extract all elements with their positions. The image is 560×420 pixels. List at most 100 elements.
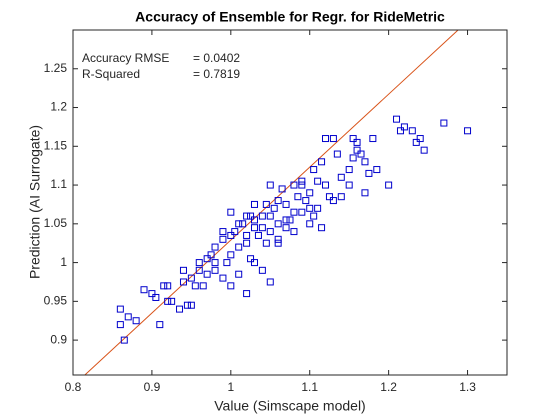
x-tick-label: 0.9 — [144, 380, 161, 394]
point — [322, 135, 330, 143]
point — [258, 224, 266, 232]
point — [412, 138, 420, 146]
point — [408, 127, 416, 135]
point — [353, 146, 361, 154]
point — [298, 181, 306, 189]
point — [361, 158, 369, 166]
point — [262, 239, 270, 247]
point — [191, 282, 199, 290]
point — [361, 189, 369, 197]
point — [282, 224, 290, 232]
point — [164, 297, 172, 305]
point — [318, 224, 326, 232]
point — [183, 301, 191, 309]
point — [219, 235, 227, 243]
y-tick-label: 1.15 — [44, 138, 68, 152]
point — [156, 321, 164, 329]
point — [302, 197, 310, 205]
point — [132, 317, 140, 325]
point — [203, 255, 211, 263]
point — [176, 305, 184, 313]
point — [337, 193, 345, 201]
point — [290, 228, 298, 236]
point — [254, 231, 262, 239]
point — [314, 204, 322, 212]
point — [274, 197, 282, 205]
point — [385, 181, 393, 189]
point — [262, 200, 270, 208]
point — [148, 290, 156, 298]
point — [239, 220, 247, 228]
point — [369, 135, 377, 143]
point — [187, 274, 195, 282]
reference-line — [84, 29, 459, 376]
annotation-label: R-Squared — [82, 67, 140, 81]
point — [243, 212, 251, 220]
point — [325, 193, 333, 201]
point — [270, 204, 278, 212]
y-tick-label: 1.1 — [50, 177, 67, 191]
point — [286, 216, 294, 224]
point — [290, 208, 298, 216]
x-axis-label: Value (Simscape model) — [214, 398, 365, 414]
point — [345, 166, 353, 174]
point — [420, 146, 428, 154]
point — [298, 208, 306, 216]
point — [274, 235, 282, 243]
point — [266, 228, 274, 236]
point — [243, 239, 251, 247]
point — [290, 181, 298, 189]
point — [416, 135, 424, 143]
point — [140, 286, 148, 294]
point — [227, 282, 235, 290]
point — [250, 259, 258, 267]
y-tick-label: 1.05 — [44, 216, 68, 230]
point — [168, 297, 176, 305]
point — [333, 150, 341, 158]
point — [337, 173, 345, 181]
point — [124, 313, 132, 321]
point — [219, 274, 227, 282]
y-axis-label: Prediction (AI Surrogate) — [27, 125, 43, 279]
point — [120, 336, 128, 344]
point — [464, 127, 472, 135]
annotation-text: = 0.0402 — [193, 51, 240, 65]
point — [211, 243, 219, 251]
point — [247, 212, 255, 220]
point — [266, 181, 274, 189]
point — [357, 150, 365, 158]
y-tick-label: 0.95 — [44, 294, 68, 308]
point — [310, 166, 318, 174]
point — [227, 231, 235, 239]
point — [278, 185, 286, 193]
point — [310, 212, 318, 220]
point — [318, 158, 326, 166]
point — [235, 220, 243, 228]
point — [266, 212, 274, 220]
y-tick-label: 1 — [60, 255, 67, 269]
point — [235, 270, 243, 278]
point — [440, 119, 448, 127]
point — [298, 177, 306, 185]
point — [400, 123, 408, 131]
point — [207, 251, 215, 259]
y-tick-label: 1.2 — [50, 100, 67, 114]
point — [250, 224, 258, 232]
point — [179, 266, 187, 274]
point — [250, 216, 258, 224]
point — [227, 251, 235, 259]
annotation-label: Accuracy RMSE — [82, 51, 169, 65]
x-tick-label: 1.1 — [301, 380, 318, 394]
point — [250, 200, 258, 208]
point — [243, 231, 251, 239]
point — [211, 266, 219, 274]
point — [274, 239, 282, 247]
point — [396, 127, 404, 135]
point — [373, 166, 381, 174]
point — [195, 259, 203, 267]
point — [306, 204, 314, 212]
y-tick-label: 0.9 — [50, 332, 67, 346]
point — [211, 259, 219, 267]
point — [353, 138, 361, 146]
